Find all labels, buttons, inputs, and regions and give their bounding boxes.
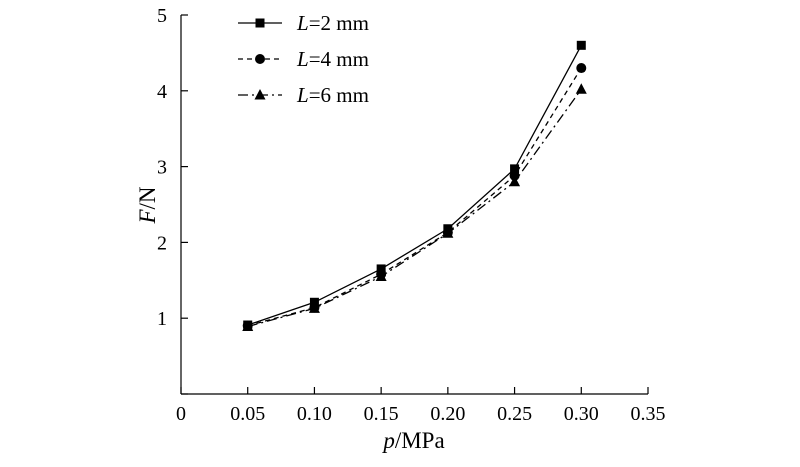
data-point bbox=[509, 175, 521, 187]
y-tick-label: 3 bbox=[157, 157, 167, 179]
x-tick-label: 0.25 bbox=[497, 403, 532, 425]
data-point bbox=[309, 297, 319, 307]
data-point bbox=[575, 83, 587, 94]
y-tick-label: 4 bbox=[157, 81, 167, 103]
data-point bbox=[442, 227, 454, 238]
x-tick-label: 0 bbox=[176, 403, 186, 425]
data-point bbox=[509, 170, 520, 181]
data-point bbox=[576, 40, 586, 50]
x-tick-label: 0.10 bbox=[297, 403, 332, 425]
data-point bbox=[308, 302, 320, 313]
legend-item: L=4 mm bbox=[238, 47, 369, 71]
data-point bbox=[576, 63, 587, 74]
legend-marker bbox=[255, 18, 265, 28]
data-point bbox=[242, 320, 254, 332]
y-axis-label: F/N bbox=[135, 186, 160, 224]
series-line bbox=[247, 45, 582, 326]
data-point bbox=[375, 270, 387, 282]
y-tick-label: 5 bbox=[157, 5, 167, 27]
legend-marker bbox=[255, 54, 265, 64]
legend-label: L=4 mm bbox=[296, 47, 369, 71]
x-tick-label: 0.35 bbox=[631, 403, 666, 425]
legend-label: L=2 mm bbox=[296, 11, 369, 35]
legend-marker bbox=[254, 89, 266, 100]
series-1 bbox=[243, 40, 586, 330]
series-layer bbox=[242, 40, 587, 332]
x-tick-label: 0.15 bbox=[364, 403, 399, 425]
series-3 bbox=[242, 83, 587, 332]
axes bbox=[180, 15, 648, 395]
data-point bbox=[510, 164, 520, 174]
series-line bbox=[247, 88, 582, 328]
legend-label: L=6 mm bbox=[296, 83, 369, 107]
x-axis-label: p/MPa bbox=[381, 428, 444, 453]
x-tick-label: 0.05 bbox=[230, 403, 265, 425]
y-tick-label: 2 bbox=[157, 232, 167, 254]
legend: L=2 mm L=4 mm L=6 mm bbox=[238, 11, 369, 107]
series-line bbox=[247, 67, 582, 327]
ticks: 0 0.05 0.10 0.15 0.20 0.25 0.30 0.35 1 2 3 4 5 bbox=[157, 5, 666, 425]
series-2 bbox=[242, 63, 587, 331]
y-tick-label: 1 bbox=[157, 308, 167, 330]
x-tick-label: 0.20 bbox=[430, 403, 465, 425]
legend-item: L=2 mm bbox=[238, 11, 369, 35]
legend-item: L=6 mm bbox=[238, 83, 369, 107]
x-tick-label: 0.30 bbox=[564, 403, 599, 425]
data-point bbox=[376, 264, 386, 274]
